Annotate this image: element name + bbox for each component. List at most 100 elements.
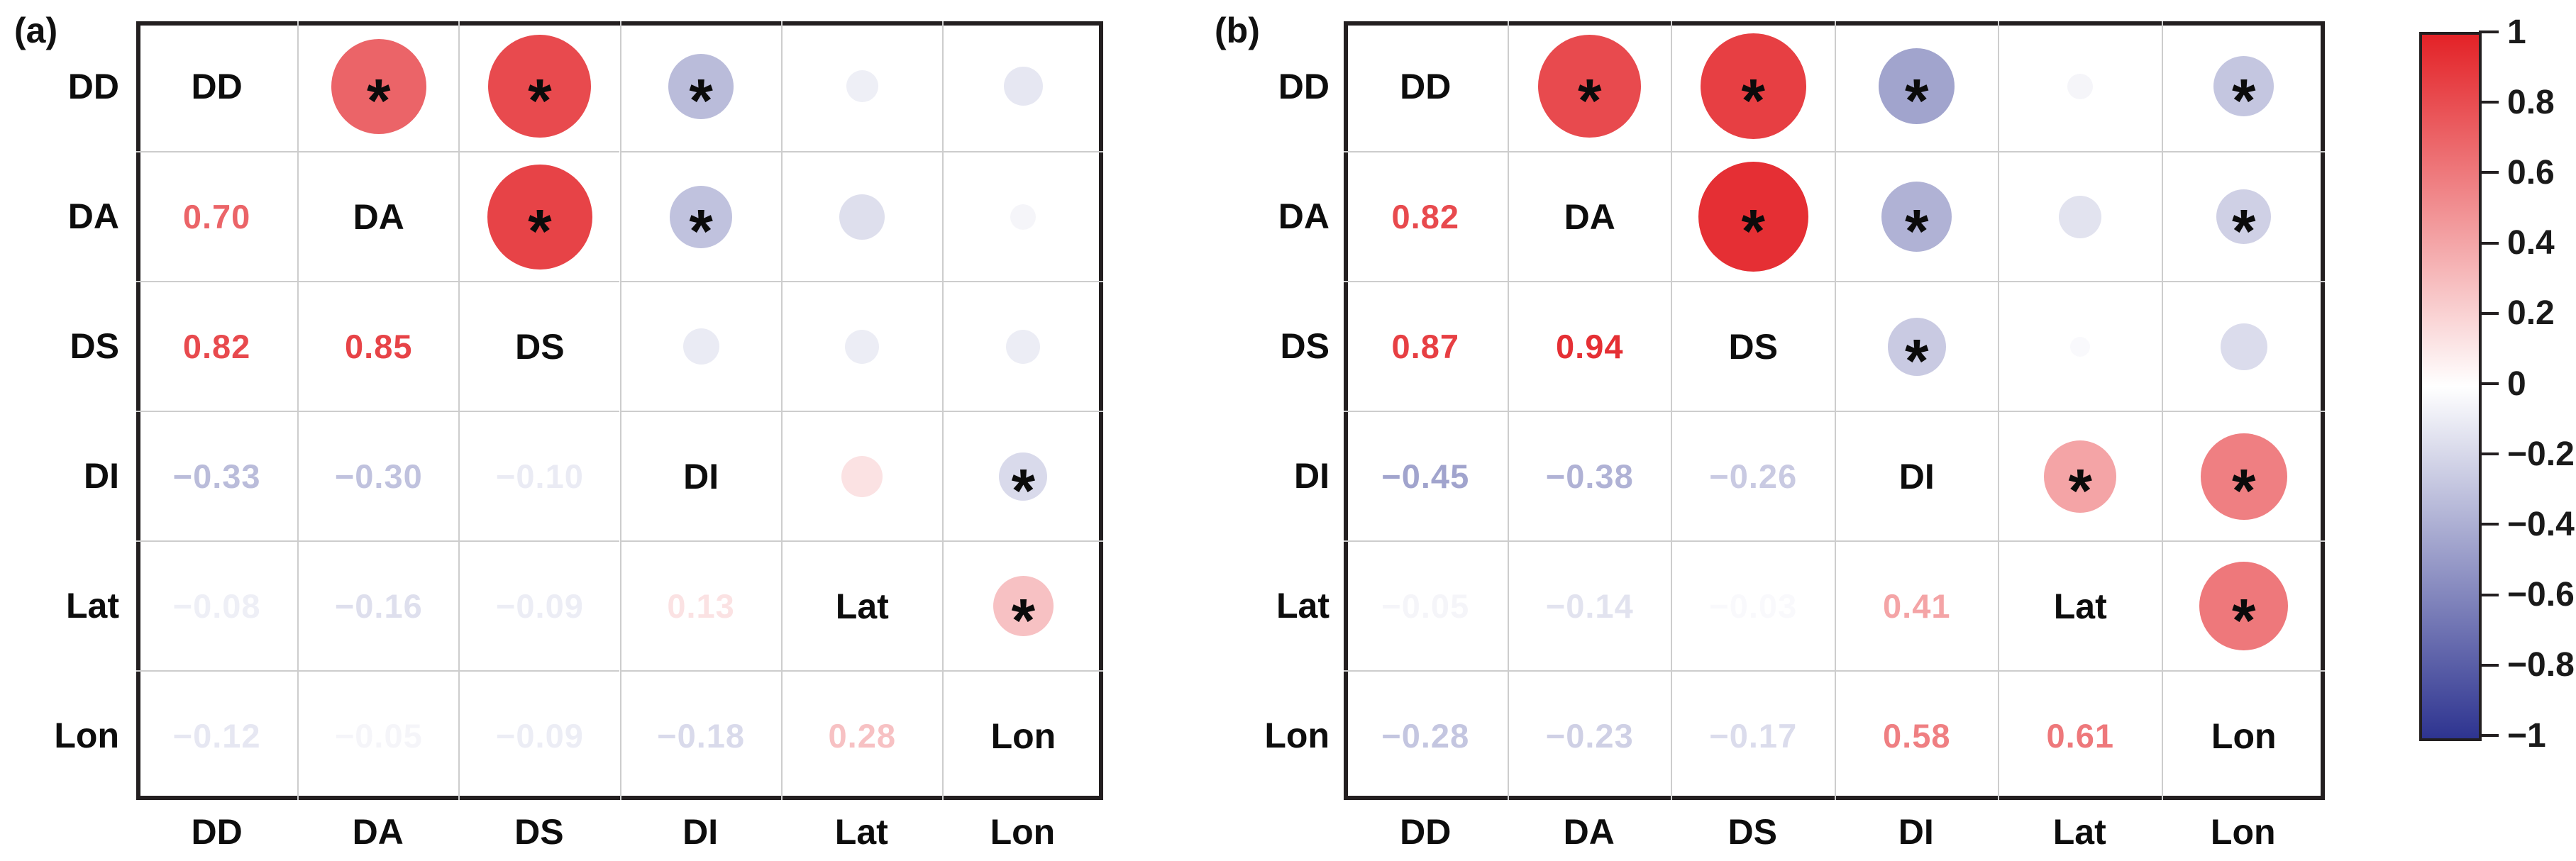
col-label-DI: DI (1898, 812, 1934, 852)
cell-Lat-DD: −0.08 (136, 540, 298, 670)
col-label-Lon: Lon (990, 812, 1056, 852)
colorbar-tick (2479, 523, 2499, 526)
row-label-DA: DA (67, 196, 119, 236)
cell-DA-DS: * (1671, 151, 1835, 281)
cell-DA-Lon: * (2161, 151, 2325, 281)
correlation-value: −0.33 (172, 457, 261, 495)
correlation-circle: * (488, 35, 592, 138)
diagonal-variable-label: Lat (835, 586, 889, 626)
correlation-circle: * (1887, 317, 1946, 391)
cell-Lat-DI: 0.41 (1834, 540, 1998, 670)
correlation-value: −0.30 (334, 457, 423, 495)
row-label-DI: DI (84, 455, 119, 496)
diagonal-variable-label: DS (1728, 326, 1778, 367)
significance-asterisk: * (1905, 327, 1929, 396)
col-label-DD: DD (191, 812, 243, 852)
cell-DA-DD: 0.82 (1344, 151, 1508, 281)
row-label-DD: DD (67, 66, 119, 106)
correlation-circle (846, 70, 878, 102)
cell-DD-DD: DD (1344, 21, 1508, 151)
cell-DA-DA: DA (297, 151, 459, 281)
colorbar-tick (2479, 30, 2499, 33)
correlation-value: −0.23 (1545, 717, 1634, 755)
cell-Lat-Lon: * (941, 540, 1103, 670)
significance-asterisk: * (528, 67, 552, 135)
correlation-circle: * (1698, 162, 1808, 272)
diagonal-variable-label: DA (1564, 196, 1615, 237)
cell-DD-Lat (1998, 21, 2162, 151)
correlation-circle (1006, 329, 1041, 364)
col-label-DA: DA (1563, 812, 1615, 852)
significance-asterisk: * (1741, 67, 1765, 135)
matrix-grid: DD * * * * 0.82 DA * * * 0.87 0.94 DS * −0.45 −0.38 −0.2… (1344, 21, 2325, 800)
colorbar-tick-label: 0 (2507, 365, 2526, 403)
correlation-circle: * (1881, 182, 1952, 262)
correlation-circle (839, 194, 885, 240)
cell-DS-Lat (780, 281, 942, 411)
correlation-value: −0.03 (1709, 587, 1798, 625)
correlation-circle: * (2216, 189, 2272, 262)
correlation-value: −0.17 (1709, 717, 1798, 755)
correlation-circle: * (999, 452, 1048, 521)
correlation-value: 0.58 (1883, 717, 1951, 755)
colorbar-tick (2479, 382, 2499, 385)
correlation-value: −0.45 (1381, 457, 1470, 495)
significance-asterisk: * (2232, 197, 2256, 266)
correlation-circle: * (993, 576, 1054, 651)
colorbar-tick-label: −0.2 (2507, 435, 2575, 473)
col-label-Lon: Lon (2210, 812, 2276, 852)
correlation-value: 0.70 (182, 198, 251, 235)
cell-Lat-Lon: * (2161, 540, 2325, 670)
correlation-value: −0.38 (1545, 457, 1634, 495)
correlation-circle: * (668, 53, 734, 131)
cell-Lon-DS: −0.09 (458, 670, 620, 800)
row-label-DS: DS (70, 326, 119, 366)
diagonal-variable-label: DI (683, 456, 719, 496)
panel-a-letter: (a) (14, 11, 58, 50)
colorbar-tick (2479, 101, 2499, 104)
cell-DS-Lon (2161, 281, 2325, 411)
row-label-Lat: Lat (66, 585, 119, 626)
cell-DA-Lat (1998, 151, 2162, 281)
cell-DD-DD: DD (136, 21, 297, 151)
cell-DA-DA: DA (1507, 151, 1671, 281)
significance-asterisk: * (689, 67, 713, 135)
cell-DD-DA: * (297, 21, 458, 151)
correlation-circle (845, 329, 880, 364)
cell-DI-Lon: * (941, 411, 1103, 540)
cell-Lat-DS: −0.09 (458, 540, 620, 670)
cell-DD-DS: * (458, 21, 619, 151)
col-label-DD: DD (1400, 812, 1452, 852)
cell-Lat-Lat: Lat (780, 540, 942, 670)
cell-Lon-DA: −0.05 (297, 670, 459, 800)
colorbar-tick (2479, 452, 2499, 456)
cell-DI-DI: DI (619, 411, 781, 540)
cell-DS-DI (619, 281, 781, 411)
diagonal-variable-label: DD (191, 66, 243, 106)
significance-asterisk: * (1741, 197, 1765, 266)
row-label-DD: DD (1278, 66, 1330, 106)
cell-Lon-DD: −0.12 (136, 670, 298, 800)
correlation-value: −0.08 (172, 587, 261, 625)
significance-asterisk: * (689, 197, 713, 266)
correlation-value: −0.18 (657, 717, 746, 755)
correlation-value: −0.16 (334, 587, 423, 625)
colorbar-tick (2479, 734, 2499, 737)
correlation-circle (1010, 204, 1037, 230)
colorbar-tick-label: 0.2 (2507, 294, 2555, 333)
cell-Lon-DS: −0.17 (1671, 670, 1835, 800)
col-label-DI: DI (682, 812, 719, 852)
correlation-value: −0.09 (495, 717, 584, 755)
correlation-value: 0.87 (1391, 328, 1459, 365)
correlation-circle: * (487, 164, 592, 270)
correlation-value: −0.10 (495, 457, 584, 495)
matrix-grid: DD * * * 0.70 DA * * 0.82 0.85 DS −0.33 −0.30 −0.10 DI… (136, 21, 1103, 800)
row-label-Lon: Lon (1264, 715, 1330, 755)
cell-Lat-Lat: Lat (1998, 540, 2162, 670)
correlation-value: 0.13 (667, 587, 735, 625)
colorbar-tick-label: 0.8 (2507, 83, 2555, 121)
row-label-DI: DI (1294, 455, 1330, 496)
diagonal-variable-label: DD (1400, 66, 1452, 106)
colorbar-gradient (2419, 32, 2482, 741)
cell-DA-DI: * (1834, 151, 1998, 281)
